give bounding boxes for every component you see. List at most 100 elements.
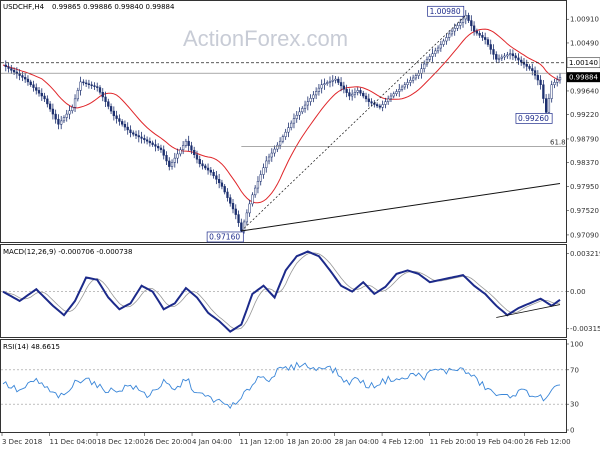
candle-body [459, 22, 462, 26]
candle-body [68, 110, 71, 115]
rsi-tick-label: 0 [570, 427, 574, 435]
candle-body [37, 90, 41, 94]
candle-body [481, 35, 484, 38]
price-tick-label: 0.99220 [570, 111, 599, 119]
candle-body [348, 92, 351, 97]
candle-body [423, 63, 426, 69]
candle-body [331, 79, 334, 82]
candle-body [506, 54, 509, 57]
candle-body [157, 146, 160, 149]
candle-body [129, 129, 132, 133]
candle-body [96, 86, 99, 88]
candle-body [115, 115, 118, 119]
candle-body [51, 108, 55, 115]
watermark: ActionForex.com [183, 26, 348, 51]
candle-body [165, 155, 168, 162]
candle-body [79, 81, 82, 91]
trendline [241, 183, 561, 232]
candle-body [134, 133, 138, 136]
candle-body [484, 37, 487, 40]
candle-body [195, 154, 199, 160]
candle-body [334, 78, 337, 81]
candle-body [362, 92, 365, 97]
candle-body [292, 118, 296, 124]
candle-body [301, 108, 304, 113]
symbol-header: USDCHF,H4 [3, 3, 45, 11]
candle-body [495, 54, 498, 60]
candle-body [364, 95, 368, 100]
candle-body [453, 28, 456, 32]
candle-body [278, 140, 282, 146]
candle-body [514, 55, 517, 59]
candle-body [339, 82, 343, 87]
candle-body [400, 86, 404, 90]
candle-body [281, 136, 285, 142]
candle-body [276, 144, 279, 150]
candle-body [544, 98, 548, 113]
macd-trendline [496, 304, 561, 318]
candle-body [201, 163, 204, 167]
candle-body [162, 149, 165, 156]
candle-body [359, 90, 362, 94]
time-tick-label: 11 Dec 04:00 [50, 438, 97, 446]
candle-body [193, 149, 196, 155]
candle-body [46, 98, 49, 105]
time-tick-label: 28 Jan 04:00 [335, 438, 379, 446]
candle-body [439, 44, 442, 49]
price-tick-label: 0.98790 [570, 135, 599, 143]
candle-body [154, 144, 157, 147]
candle-body [24, 77, 27, 80]
candle-body [40, 92, 43, 97]
candle-body [87, 83, 91, 85]
candle-body [467, 15, 470, 21]
annotations-layer: 1.00980 0.97160 0.99260 61.8 [206, 5, 566, 243]
candle-body [309, 98, 312, 102]
price-annotation-box [427, 5, 465, 17]
candle-body [558, 77, 562, 81]
candle-body [517, 57, 520, 61]
candle-body [342, 85, 346, 90]
candle-body [442, 40, 445, 45]
candle-body [18, 73, 21, 76]
candle-body [26, 78, 30, 83]
candle-body [65, 113, 68, 118]
candle-body [242, 221, 246, 232]
candle-body [287, 127, 290, 133]
candle-body [109, 106, 113, 112]
candle-body [351, 93, 354, 97]
candle-body [148, 140, 152, 144]
candle-body [82, 81, 85, 84]
candle-body [262, 167, 265, 175]
candle-body [254, 187, 257, 196]
time-tick-label: 3 Dec 2018 [2, 438, 42, 446]
candle-body [406, 82, 409, 85]
candle-body [448, 33, 451, 38]
time-tick-label: 4 Feb 12:00 [382, 438, 423, 446]
candle-body [486, 39, 490, 45]
candle-body [54, 113, 57, 120]
price-tick-label: 0.97520 [570, 207, 599, 215]
candle-body [215, 175, 218, 180]
candle-body [101, 92, 104, 98]
candle-body [240, 222, 243, 232]
candle-body [539, 79, 542, 85]
candle-body [306, 101, 309, 106]
candle-body [353, 92, 357, 95]
candle-body [536, 75, 539, 81]
price-annotation-label: 0.99260 [518, 114, 549, 123]
time-tick-label: 26 Dec 20:00 [145, 438, 192, 446]
rsi-tick-label: 30 [570, 401, 579, 409]
candle-body [57, 118, 60, 125]
price-panel-frame [0, 0, 567, 243]
candle-body [270, 152, 273, 158]
candle-body [295, 114, 298, 119]
candle-body [389, 95, 393, 100]
candle-body [29, 81, 32, 85]
candle-body [251, 194, 254, 205]
macd-panel-frame [0, 244, 567, 338]
price-tick-label: 0.98370 [570, 159, 599, 167]
macd-tick-label: -0.003153 [570, 325, 600, 333]
rsi-tick-label: 70 [570, 366, 579, 374]
time-tick-label: 26 Feb 12:00 [525, 438, 571, 446]
